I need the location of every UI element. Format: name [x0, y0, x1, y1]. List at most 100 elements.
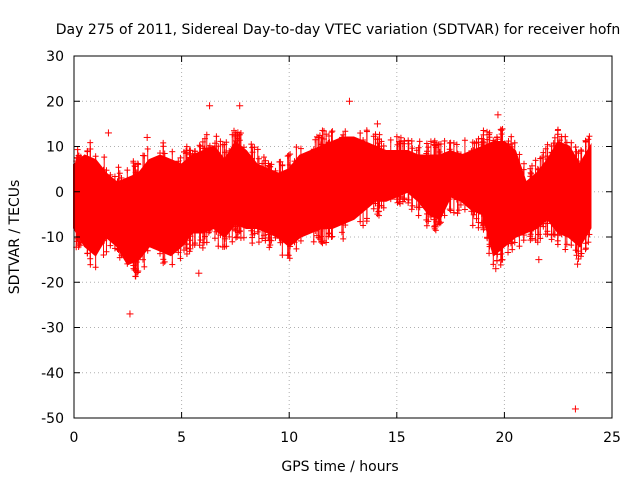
y-tick-label: -40: [41, 366, 64, 382]
sdtvar-outlier-point: [143, 133, 151, 141]
sdtvar-point: [374, 136, 381, 218]
sdtvar-point: [312, 136, 319, 234]
sdtvar-point: [161, 150, 168, 265]
sdtvar-point: [436, 148, 443, 227]
sdtvar-point: [568, 139, 575, 249]
sdtvar-point: [111, 173, 118, 252]
sdtvar-point: [183, 143, 190, 247]
sdtvar-point: [203, 131, 210, 246]
sdtvar-point: [297, 145, 304, 244]
sdtvar-point: [75, 152, 82, 248]
x-tick-label: 15: [388, 430, 406, 446]
sdtvar-point: [196, 142, 203, 249]
sdtvar-outlier-point: [236, 102, 244, 110]
sdtvar-point: [254, 146, 261, 235]
sdtvar-point: [189, 150, 196, 249]
sdtvar-point: [144, 145, 151, 254]
y-tick-label: -30: [41, 321, 64, 337]
sdtvar-point: [583, 138, 590, 252]
sdtvar-point: [169, 148, 176, 268]
axis-ticks: 0 5 10 15 20 25 30 20 10 0 -10 -20 -30 -40 -50: [41, 49, 621, 446]
sdtvar-point: [197, 143, 204, 244]
sdtvar-point: [405, 137, 412, 206]
sdtvar-point: [316, 132, 323, 243]
sdtvar-point: [265, 160, 272, 238]
sdtvar-point: [160, 143, 167, 263]
sdtvar-point: [582, 137, 589, 253]
sdtvar-point: [360, 137, 367, 229]
sdtvar-point: [211, 140, 218, 242]
sdtvar-point: [240, 144, 247, 241]
y-tick-label: -50: [41, 411, 64, 427]
sdtvar-point: [415, 144, 422, 219]
sdtvar-point: [478, 141, 485, 226]
sdtvar-point: [562, 133, 569, 253]
sdtvar-point: [401, 138, 408, 202]
sdtvar-outlier-point: [104, 129, 112, 137]
sdtvar-point: [505, 141, 512, 256]
sdtvar-point: [578, 148, 585, 257]
sdtvar-point: [293, 144, 300, 252]
sdtvar-point: [133, 171, 140, 266]
sdtvar-point: [493, 134, 500, 264]
sdtvar-point: [103, 167, 110, 255]
sdtvar-outlier-point: [535, 256, 543, 264]
sdtvar-point: [511, 139, 518, 246]
sdtvar-point: [285, 152, 292, 259]
sdtvar-point: [248, 141, 255, 234]
sdtvar-point: [544, 156, 551, 227]
sdtvar-point: [236, 131, 243, 230]
sdtvar-point: [177, 154, 184, 262]
sdtvar-point: [357, 130, 364, 225]
sdtvar-point: [255, 155, 262, 246]
sdtvar-point: [134, 160, 141, 276]
x-axis-label: GPS time / hours: [281, 459, 398, 475]
sdtvar-point: [260, 154, 267, 239]
sdtvar-point: [416, 138, 423, 211]
sdtvar-point: [213, 133, 220, 235]
sdtvar-point: [378, 138, 385, 209]
sdtvar-point: [107, 171, 114, 249]
sdtvar-point: [408, 138, 415, 213]
sdtvar-outlier-point: [492, 265, 500, 273]
y-axis-label: SDTVAR / TECUs: [7, 180, 23, 295]
sdtvar-point: [427, 138, 434, 220]
sdtvar-point: [287, 151, 294, 250]
sdtvar-point: [409, 145, 416, 209]
sdtvar-outlier-point: [206, 102, 214, 110]
sdtvar-point: [229, 131, 236, 245]
sdtvar-point: [186, 147, 193, 244]
sdtvar-point: [387, 136, 394, 203]
x-tick-label: 25: [603, 430, 621, 446]
chart-title: Day 275 of 2011, Sidereal Day-to-day VTE…: [56, 22, 620, 38]
sdtvar-point: [572, 144, 579, 254]
sdtvar-point: [405, 140, 412, 203]
sdtvar-point: [217, 138, 224, 239]
sdtvar-point: [508, 140, 515, 247]
sdtvar-point: [447, 139, 454, 214]
sdtvar-point: [575, 150, 582, 262]
sdtvar-point: [338, 134, 345, 236]
sdtvar-point: [310, 146, 317, 245]
sdtvar-point: [114, 178, 121, 252]
sdtvar-point: [221, 141, 228, 250]
sdtvar-point: [131, 163, 138, 274]
sdtvar-point: [479, 138, 486, 229]
sdtvar-outlier-point: [126, 310, 134, 318]
sdtvar-point: [446, 146, 453, 203]
sdtvar-point: [490, 137, 497, 268]
sdtvar-point: [457, 151, 464, 208]
y-tick-label: 0: [55, 185, 64, 201]
sdtvar-point: [527, 173, 534, 244]
sdtvar-point: [206, 142, 213, 234]
sdtvar-point: [425, 144, 432, 225]
sdtvar-point: [249, 144, 256, 247]
sdtvar-point: [116, 170, 123, 261]
sdtvar-point: [276, 158, 283, 242]
sdtvar-point: [577, 147, 584, 260]
y-tick-label: 30: [46, 49, 64, 65]
x-tick-label: 10: [280, 430, 298, 446]
sdtvar-point: [363, 128, 370, 222]
sdtvar-point: [319, 127, 326, 247]
sdtvar-point: [548, 149, 555, 239]
